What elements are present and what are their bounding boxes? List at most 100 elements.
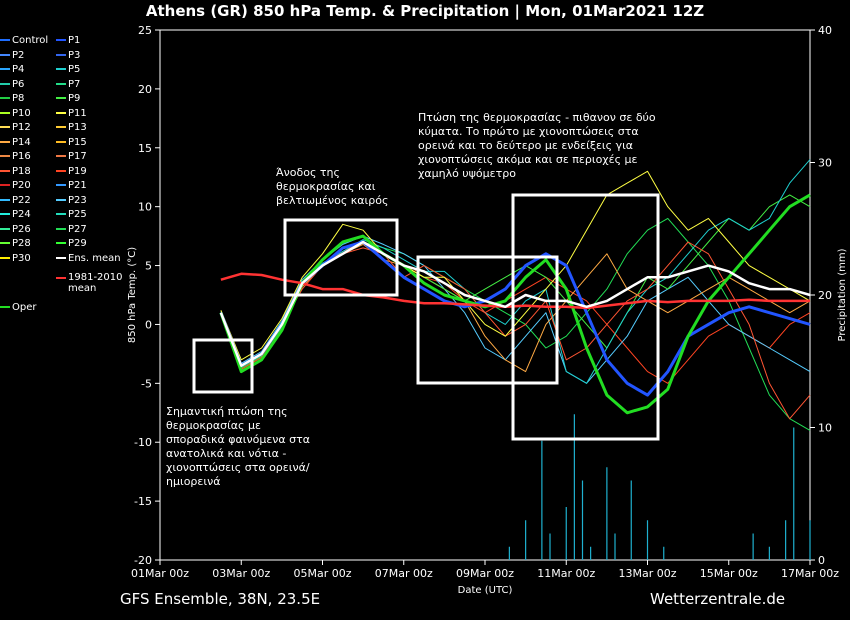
legend-entry: P16 — [0, 150, 31, 164]
legend-swatch — [0, 126, 10, 128]
legend-swatch — [0, 140, 10, 143]
legend-swatch — [0, 53, 10, 56]
legend-entry: P18 — [0, 165, 31, 179]
legend-label: P6 — [12, 78, 25, 90]
legend-label: P27 — [68, 223, 87, 235]
legend-label: P12 — [12, 122, 31, 133]
legend-label: P15 — [68, 136, 87, 148]
x-tick-label: 15Mar 00z — [700, 567, 758, 580]
legend-swatch — [0, 213, 10, 215]
y-tick-label: 15 — [138, 142, 152, 155]
legend-label: P25 — [68, 209, 87, 220]
legend-swatch — [56, 155, 66, 157]
annotation-cold-snap: Σημαντική πτώση της θερμοκρασίας με σπορ… — [166, 405, 311, 488]
legend-entry: P17 — [56, 150, 87, 164]
box-first-drop — [416, 255, 559, 385]
legend-swatch — [0, 256, 10, 259]
legend-swatch — [56, 242, 66, 244]
legend-label: P1 — [68, 35, 81, 46]
legend-entry: P5 — [56, 63, 80, 77]
legend-label: P18 — [12, 165, 31, 177]
legend-swatch — [0, 305, 10, 308]
legend-entry: P3 — [56, 49, 80, 63]
y2-tick-label: 10 — [818, 422, 832, 435]
x-axis-label: Date (UTC) — [458, 585, 513, 596]
series-line-p14 — [220, 243, 811, 373]
series-line-1981-2010-mean — [220, 272, 810, 310]
legend-label: P16 — [12, 151, 31, 162]
legend-swatch — [0, 169, 10, 172]
annotation-drop: Πτώση της θερμοκρασίας - πιθανον σε δύο … — [418, 111, 656, 180]
legend-swatch — [56, 68, 66, 70]
series-line-p5 — [220, 159, 811, 384]
x-tick-label: 01Mar 00z — [131, 567, 189, 580]
x-tick-label: 17Mar 00z — [781, 567, 839, 580]
y-tick-label: -10 — [134, 436, 152, 449]
legend-label: P2 — [12, 49, 25, 61]
legend-entry: P9 — [56, 92, 80, 106]
legend-entry: P10 — [0, 107, 31, 121]
legend-entry: P11 — [56, 107, 87, 121]
y-tick-label: 20 — [138, 83, 152, 96]
legend-entry: P20 — [0, 179, 31, 193]
legend-label: P14 — [12, 136, 31, 148]
legend-swatch — [56, 111, 66, 114]
x-tick-label: 05Mar 00z — [293, 567, 351, 580]
legend-swatch — [56, 213, 66, 215]
legend-label: P21 — [68, 180, 87, 191]
axes: -20 -15 -10 -5 0 5 10 15 20 25 0 10 20 30 40 01Mar 00z 0… — [127, 24, 848, 596]
legend-entry: P2 — [0, 49, 24, 63]
legend-label: P13 — [68, 122, 87, 133]
legend-swatch — [56, 53, 66, 56]
legend-swatch — [0, 39, 10, 41]
y-tick-label: 5 — [145, 260, 152, 273]
legend-entry: P22 — [0, 194, 31, 208]
legend-label: P29 — [68, 238, 87, 249]
y2-tick-label: 0 — [818, 554, 825, 567]
legend-label: Ens. mean — [68, 252, 121, 264]
chart-title: Athens (GR) 850 hPa Temp. & Precipitatio… — [145, 2, 705, 20]
legend-label: P9 — [68, 93, 81, 104]
legend-swatch — [56, 39, 66, 41]
legend-swatch — [0, 242, 10, 244]
y-tick-label: -15 — [134, 495, 152, 508]
legend-label: P3 — [68, 49, 81, 61]
legend-entry: P25 — [56, 208, 87, 222]
legend-label: P19 — [68, 165, 87, 177]
x-tick-label: 11Mar 00z — [537, 567, 595, 580]
legend-swatch — [56, 140, 66, 143]
legend-entry: P13 — [56, 121, 87, 135]
legend-entry: Control — [0, 34, 48, 48]
legend-label: P10 — [12, 107, 31, 119]
legend-label: Oper — [12, 301, 37, 313]
y-tick-label: 25 — [138, 24, 152, 37]
highlight-boxes — [192, 193, 660, 441]
footer-model: GFS Ensemble, 38N, 23.5E — [120, 590, 321, 608]
y2-tick-label: 20 — [818, 289, 832, 302]
legend-entry: Oper — [0, 301, 36, 315]
x-tick-label: 03Mar 00z — [212, 567, 270, 580]
legend-entry: P15 — [56, 136, 87, 150]
x-tick-label: 09Mar 00z — [456, 567, 514, 580]
legend-swatch — [56, 184, 66, 186]
y-tick-label: 0 — [145, 318, 152, 331]
legend-swatch — [56, 169, 66, 172]
legend-entry: Ens. mean — [56, 252, 121, 266]
legend-entry: P12 — [0, 121, 31, 135]
legend-entry: P21 — [56, 179, 87, 193]
series-line-p11 — [220, 170, 811, 361]
legend-swatch — [0, 155, 10, 157]
legend-label: P30 — [12, 252, 31, 264]
legend-swatch — [56, 256, 66, 259]
legend-label: P24 — [12, 209, 31, 220]
legend-swatch — [0, 184, 10, 186]
legend-swatch — [0, 111, 10, 114]
legend-entry: P7 — [56, 78, 80, 92]
legend-entry: P27 — [56, 223, 87, 237]
y-axis-label: 850 hPa Temp. (°C) — [127, 247, 138, 343]
legend-entry: P1 — [56, 34, 80, 48]
precipitation-bars — [508, 414, 811, 560]
legend-label: P26 — [12, 223, 31, 235]
legend-label: Control — [12, 35, 49, 46]
legend-label: 1981-2010 mean — [68, 272, 123, 294]
